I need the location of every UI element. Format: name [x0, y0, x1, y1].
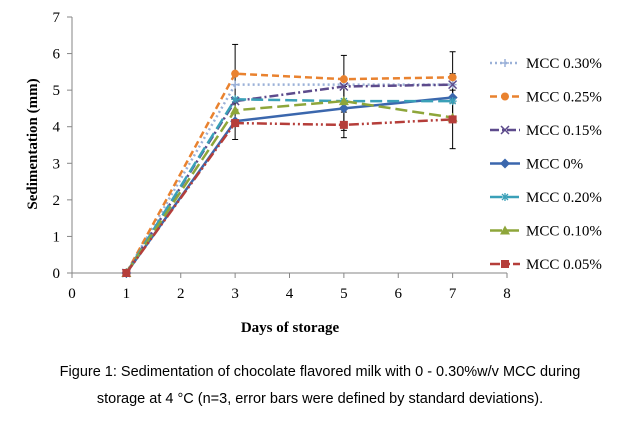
legend-marker — [501, 92, 509, 101]
legend: MCC 0.30% MCC 0.25% MCC 0.15% MCC 0% MCC 0.2… — [490, 56, 602, 273]
legend-marker — [500, 158, 510, 169]
data-point — [231, 119, 240, 128]
sedimentation-chart: 0 1 2 3 4 5 6 7 0 1 2 3 4 5 6 7 8 Days of storage Sedime… — [25, 10, 602, 336]
data-point — [448, 97, 457, 106]
data-point — [448, 80, 458, 90]
series-line — [125, 99, 453, 274]
legend-label: MCC 0.25% — [526, 90, 602, 106]
legend-label: MCC 0.15% — [526, 123, 602, 139]
data-point — [448, 115, 457, 124]
series-line — [125, 98, 453, 274]
data-point — [338, 103, 349, 114]
x-tick-label: 8 — [503, 286, 511, 302]
x-tick-label: 7 — [449, 286, 457, 302]
tick-labels: 0 1 2 3 4 5 6 7 0 1 2 3 4 5 6 7 8 — [53, 10, 511, 302]
data-point — [122, 269, 131, 277]
series-lines — [125, 72, 453, 274]
legend-marker — [501, 193, 509, 201]
data-point — [230, 105, 241, 115]
legend-label: MCC 0% — [526, 157, 583, 173]
y-axis-title: Sedimentation (mm) — [25, 78, 41, 209]
data-point — [448, 73, 457, 82]
legend-label: MCC 0.05% — [526, 257, 602, 273]
y-tick-label: 2 — [53, 193, 61, 209]
legend-marker — [500, 125, 510, 135]
x-tick-label: 6 — [395, 286, 403, 302]
axes — [67, 16, 508, 278]
y-tick-label: 1 — [53, 229, 61, 245]
x-tick-label: 5 — [340, 286, 348, 302]
series-line — [125, 83, 453, 274]
legend-label: MCC 0.20% — [526, 190, 602, 206]
legend-marker — [501, 59, 509, 67]
data-point — [339, 75, 348, 84]
x-axis-title: Days of storage — [241, 320, 340, 336]
y-tick-label: 5 — [53, 83, 61, 99]
series-line — [125, 72, 453, 274]
x-tick-label: 0 — [68, 286, 76, 302]
legend-marker — [500, 225, 510, 235]
legend-label: MCC 0.30% — [526, 56, 602, 72]
y-tick-label: 3 — [53, 156, 61, 172]
series-line — [125, 118, 453, 274]
data-point — [339, 120, 348, 129]
legend-marker — [501, 260, 509, 268]
series-line — [125, 83, 453, 274]
x-tick-label: 1 — [123, 286, 131, 302]
y-tick-label: 4 — [53, 120, 61, 136]
series-markers — [121, 69, 458, 278]
figure-caption-line-1: Figure 1: Sedimentation of chocolate fla… — [59, 364, 581, 380]
data-point — [339, 81, 349, 92]
y-tick-label: 6 — [53, 47, 61, 63]
x-tick-label: 4 — [286, 286, 294, 302]
data-point — [231, 80, 240, 89]
data-point — [231, 69, 240, 78]
data-point — [338, 96, 349, 106]
x-tick-label: 3 — [231, 286, 239, 302]
figure-caption-line-2: storage at 4 °C (n=3, error bars were de… — [96, 391, 544, 407]
data-point — [231, 95, 240, 104]
x-tick-label: 2 — [177, 286, 185, 302]
y-tick-label: 7 — [53, 10, 61, 26]
legend-label: MCC 0.10% — [526, 224, 602, 240]
y-tick-label: 0 — [53, 266, 61, 282]
